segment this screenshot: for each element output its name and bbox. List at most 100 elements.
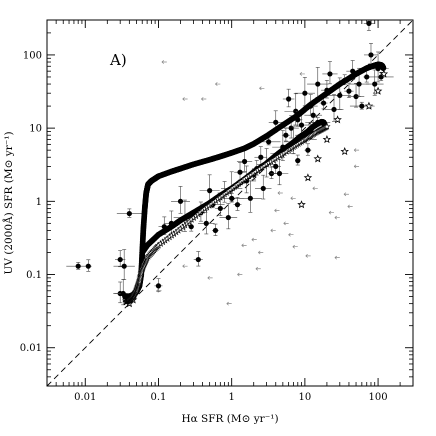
data-point (286, 96, 292, 102)
upper-limit-arrow (334, 255, 340, 260)
upper-limit-arrow (255, 266, 261, 271)
track-star (323, 122, 331, 130)
upper-limit-arrow (290, 196, 296, 201)
one-to-one-line (46, 19, 414, 387)
data-point (155, 283, 162, 289)
data-point (188, 224, 194, 230)
data-point (353, 93, 359, 100)
data-point (273, 119, 279, 125)
series-left-arrow-upper-limit (156, 60, 379, 306)
data-point (295, 158, 301, 164)
data-point (302, 90, 308, 96)
data-point (247, 195, 253, 201)
data-point (195, 256, 201, 263)
upper-limit-arrow (277, 191, 283, 195)
upper-limit-arrow (215, 82, 221, 86)
track-point (380, 65, 387, 72)
x-tick-label: 0.1 (151, 392, 167, 403)
y-tick-label: 0.01 (20, 343, 42, 354)
upper-limit-arrow (372, 91, 379, 96)
plot-frame (46, 19, 414, 387)
star-point (303, 173, 313, 182)
data-point (273, 163, 279, 169)
major-ticks (47, 20, 413, 386)
data-point (207, 188, 213, 194)
upper-limit-arrow (161, 60, 167, 64)
y-tick-label: 10 (29, 124, 42, 135)
upper-limit-arrow (182, 97, 188, 101)
data-point (283, 132, 289, 138)
star-point (373, 86, 383, 95)
data-point (372, 81, 378, 87)
series-model-track-star (122, 122, 331, 306)
data-point (241, 158, 248, 165)
upper-limit-arrow (343, 192, 349, 197)
data-point (203, 220, 209, 226)
data-point (126, 210, 132, 217)
data-point (305, 147, 311, 153)
data-marks (66, 20, 394, 308)
data-point (315, 81, 321, 87)
data-point (320, 100, 327, 106)
upper-limit-arrow (274, 208, 280, 213)
star-point (379, 69, 389, 78)
y-tick-label: 0.1 (26, 270, 42, 281)
data-point (288, 125, 294, 131)
upper-limit-arrow (226, 301, 232, 306)
data-point (85, 263, 91, 269)
data-point (117, 256, 123, 263)
data-point (212, 227, 219, 234)
upper-limit-arrow (283, 221, 289, 226)
panel-label: A) (109, 51, 127, 69)
upper-limit-arrow (312, 186, 318, 191)
y-axis-label: UV (2000Å) SFR (M⊙ yr⁻¹) (1, 131, 15, 274)
data-point (337, 92, 343, 98)
data-point (260, 185, 266, 192)
data-point (266, 139, 272, 145)
x-tick-label: 1 (228, 392, 234, 403)
upper-limit-arrow (334, 215, 340, 220)
data-point (359, 103, 365, 109)
star-point (322, 134, 332, 144)
upper-limit-arrow (237, 272, 243, 277)
upper-limit-arrow (156, 288, 162, 293)
data-point (331, 106, 337, 113)
upper-limit-arrow (369, 104, 375, 108)
upper-limit-arrow (353, 164, 360, 169)
upper-limit-arrow (353, 148, 360, 153)
upper-limit-arrow (182, 264, 188, 269)
upper-limit-arrow (258, 250, 264, 255)
upper-limit-arrow (201, 97, 207, 101)
upper-limit-arrow (328, 210, 335, 215)
x-tick-labels: 0.01 0.1 1 10 100 (74, 392, 387, 403)
upper-limit-arrow (270, 228, 276, 233)
x-tick-label: 10 (299, 392, 312, 403)
data-point (364, 74, 370, 80)
star-point (340, 146, 349, 156)
star-point (333, 115, 342, 124)
data-point (258, 154, 264, 160)
upper-limit-arrow (299, 72, 305, 76)
data-point (327, 71, 333, 77)
data-point (310, 112, 316, 118)
data-point (298, 122, 305, 128)
data-point (217, 205, 223, 212)
data-point (229, 195, 235, 201)
data-point (237, 169, 243, 175)
series-model-track-filled (122, 61, 387, 300)
data-point (177, 198, 184, 204)
data-point (121, 263, 127, 269)
minor-ticks (46, 19, 414, 387)
data-point (276, 170, 283, 177)
data-point (75, 263, 81, 269)
data-point (346, 88, 352, 94)
star-point (297, 200, 306, 209)
y-tick-labels: 0.01 0.1 1 10 100 (20, 50, 42, 354)
data-point (356, 81, 362, 87)
x-tick-label: 100 (369, 392, 388, 403)
upper-limit-arrow (241, 243, 247, 248)
upper-limit-arrow (292, 244, 298, 249)
y-tick-label: 1 (36, 197, 42, 208)
x-axis-label: Hα SFR (M⊙ yr⁻¹) (181, 413, 278, 425)
